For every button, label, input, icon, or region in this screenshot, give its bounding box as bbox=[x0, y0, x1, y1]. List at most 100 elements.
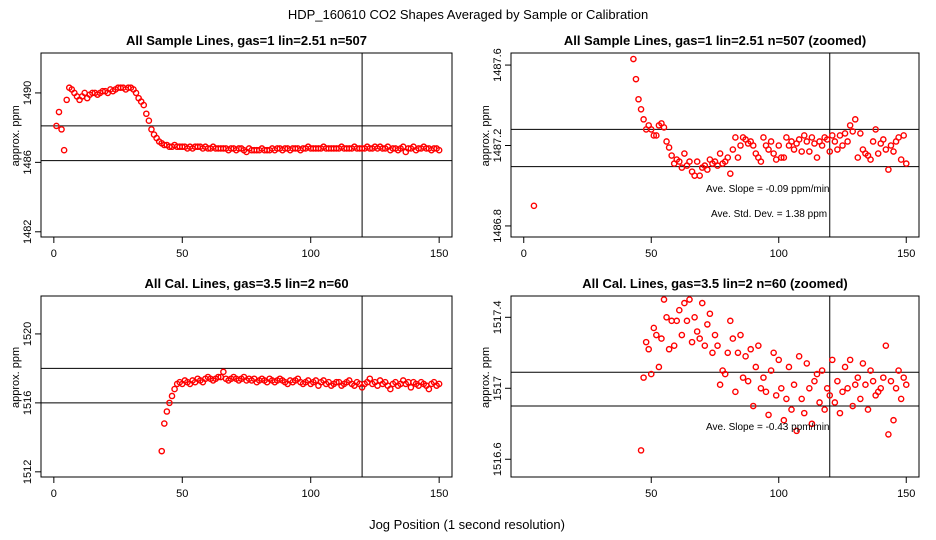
data-point bbox=[678, 331, 686, 339]
data-point bbox=[366, 375, 374, 383]
data-point bbox=[818, 142, 826, 149]
panel-sample-lines: All Sample Lines, gas=1 lin=2.51 n=507 0 5… bbox=[10, 33, 453, 260]
data-point bbox=[716, 381, 724, 389]
data-point bbox=[640, 374, 647, 381]
data-point bbox=[642, 338, 650, 346]
data-point bbox=[859, 360, 867, 367]
data-point bbox=[653, 331, 660, 339]
data-point bbox=[655, 363, 663, 371]
data-point bbox=[800, 409, 808, 417]
y-axis-label: approx. ppm bbox=[10, 347, 22, 408]
data-point bbox=[60, 146, 68, 154]
y-tick-label: 1487.6 bbox=[492, 48, 504, 82]
data-point bbox=[882, 342, 890, 349]
data-point bbox=[849, 128, 857, 135]
data-point bbox=[846, 356, 854, 364]
data-point bbox=[734, 154, 742, 161]
data-point bbox=[760, 374, 767, 381]
data-point bbox=[803, 360, 811, 367]
panel-cal-lines: All Cal. Lines, gas=3.5 lin=2 n=60 0 50 100… bbox=[10, 276, 453, 500]
data-point bbox=[58, 126, 65, 133]
data-point bbox=[63, 96, 70, 104]
data-point bbox=[729, 146, 737, 153]
data-point bbox=[841, 363, 849, 371]
data-point bbox=[166, 399, 173, 407]
data-point bbox=[757, 158, 765, 165]
data-point bbox=[688, 338, 696, 346]
data-point bbox=[734, 349, 742, 357]
data-point bbox=[727, 170, 734, 177]
data-point bbox=[663, 138, 670, 145]
data-point bbox=[890, 148, 897, 155]
figure-x-axis-label: Jog Position (1 second resolution) bbox=[369, 517, 565, 532]
data-point bbox=[148, 126, 155, 133]
data-point bbox=[676, 158, 683, 165]
data-point bbox=[808, 420, 816, 428]
data-point bbox=[668, 152, 675, 159]
data-point bbox=[660, 296, 668, 303]
data-point bbox=[890, 416, 897, 424]
panel-title: All Cal. Lines, gas=3.5 lin=2 n=60 (zoom… bbox=[582, 276, 848, 291]
data-point bbox=[839, 142, 846, 149]
data-point bbox=[645, 345, 653, 353]
y-tick-label: 1516.6 bbox=[492, 442, 504, 476]
data-point bbox=[407, 384, 415, 391]
data-point bbox=[630, 55, 637, 63]
x-tick-label: 50 bbox=[176, 488, 188, 500]
data-point bbox=[857, 130, 864, 137]
data-point bbox=[829, 132, 836, 139]
data-point bbox=[650, 132, 658, 139]
panel-title: All Sample Lines, gas=1 lin=2.51 n=507 bbox=[126, 33, 367, 48]
data-point bbox=[737, 142, 744, 149]
data-point bbox=[698, 299, 706, 307]
data-point bbox=[783, 395, 790, 403]
data-point bbox=[714, 342, 721, 349]
data-point bbox=[220, 368, 227, 376]
data-point bbox=[704, 321, 711, 328]
x-tick-label: 100 bbox=[302, 488, 320, 500]
data-point bbox=[811, 377, 818, 385]
data-point bbox=[732, 388, 739, 396]
data-point bbox=[902, 381, 910, 389]
y-axis-label: approx. ppm bbox=[480, 347, 492, 408]
panel-sample-lines-zoomed: All Sample Lines, gas=1 lin=2.51 n=507 (… bbox=[480, 33, 920, 260]
x-tick-label: 0 bbox=[51, 488, 57, 500]
data-point bbox=[818, 367, 826, 374]
data-point bbox=[653, 132, 660, 139]
data-point bbox=[160, 420, 168, 427]
slope-annotation: Ave. Std. Dev. = 1.38 ppm bbox=[711, 209, 827, 220]
data-point bbox=[846, 122, 854, 129]
data-point bbox=[793, 427, 800, 435]
data-point bbox=[681, 150, 688, 157]
data-point bbox=[783, 134, 790, 141]
data-point bbox=[864, 406, 872, 413]
data-point bbox=[813, 370, 821, 378]
data-point bbox=[739, 374, 747, 381]
data-point bbox=[716, 150, 724, 157]
data-point bbox=[214, 373, 222, 381]
data-point bbox=[721, 370, 729, 378]
data-point bbox=[778, 154, 785, 161]
data-point bbox=[724, 154, 732, 161]
data-point bbox=[425, 385, 433, 393]
data-point bbox=[867, 367, 874, 374]
data-point bbox=[435, 146, 443, 154]
data-point bbox=[902, 160, 910, 167]
data-point bbox=[778, 384, 785, 392]
data-point bbox=[660, 124, 668, 131]
data-point bbox=[869, 377, 877, 385]
data-point bbox=[862, 381, 869, 389]
data-point bbox=[823, 136, 831, 143]
data-point bbox=[806, 384, 813, 392]
y-axis-label: approx. ppm bbox=[10, 105, 22, 166]
data-point bbox=[851, 116, 859, 123]
data-point bbox=[887, 377, 895, 385]
data-point bbox=[683, 317, 691, 325]
data-point bbox=[132, 89, 140, 97]
data-point bbox=[885, 166, 892, 173]
y-tick-label: 1486.8 bbox=[492, 209, 504, 243]
plot-frame bbox=[40, 295, 453, 478]
data-point bbox=[676, 306, 683, 314]
data-point bbox=[880, 374, 887, 381]
data-point bbox=[854, 374, 862, 381]
